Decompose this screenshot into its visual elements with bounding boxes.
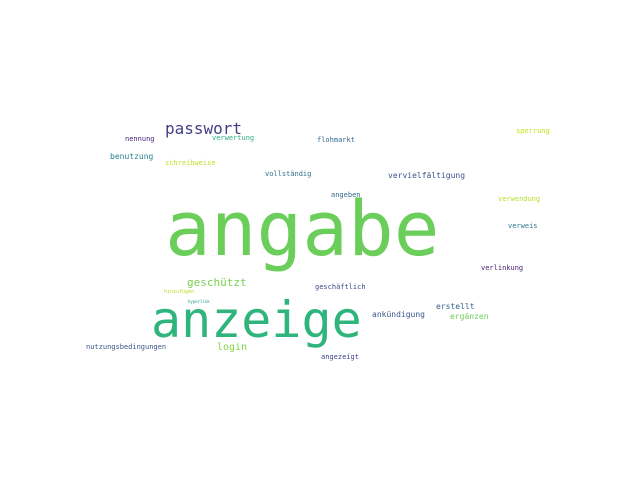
- word-angabe: angabe: [165, 184, 440, 273]
- word-hinzufuegen: hinzufügen: [164, 289, 195, 295]
- word-geschaeftlich: geschäftlich: [315, 283, 366, 291]
- word-verwendung: verwendung: [498, 195, 541, 203]
- word-passwort: passwort: [165, 119, 243, 138]
- word-schreibweise: schreibweise: [165, 159, 216, 167]
- word-anzeige: anzeige: [151, 291, 362, 349]
- word-ankuendigung: ankündigung: [372, 310, 425, 319]
- word-vervielfaeltigung: vervielfältigung: [388, 171, 466, 180]
- word-benutzung: benutzung: [110, 152, 154, 161]
- word-ergaenzen: ergänzen: [450, 312, 489, 321]
- word-angeben: angeben: [331, 191, 361, 199]
- word-geschuetzt: geschützt: [187, 276, 247, 289]
- word-hyperlink: hyperlink: [188, 299, 210, 304]
- word-verwertung: verwertung: [212, 134, 255, 142]
- word-erstellt: erstellt: [436, 302, 475, 311]
- word-verweis: verweis: [508, 222, 538, 230]
- word-sperrung: sperrung: [516, 127, 550, 135]
- word-nutzungsbedingungen: nutzungsbedingungen: [86, 343, 167, 351]
- word-vollstaendig: vollständig: [265, 170, 312, 178]
- word-verlinkung: verlinkung: [481, 264, 524, 272]
- word-nennung: nennung: [125, 135, 155, 143]
- word-flohmarkt: flohmarkt: [317, 136, 355, 144]
- word-login: login: [217, 342, 248, 353]
- word-angezeigt: angezeigt: [321, 353, 359, 361]
